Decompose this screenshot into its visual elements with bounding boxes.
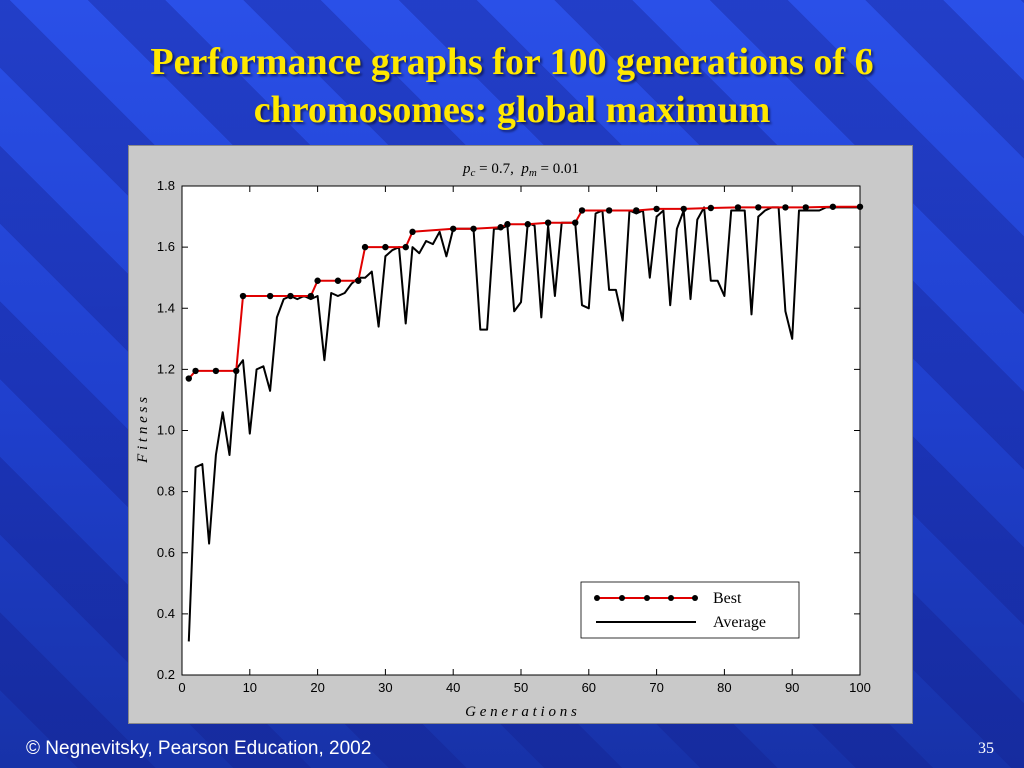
best-point bbox=[314, 277, 321, 284]
chart-subtitle: pc = 0.7, pm = 0.01 bbox=[462, 161, 579, 179]
best-point bbox=[544, 219, 552, 226]
subtitle-pm-value: = 0.01 bbox=[537, 161, 579, 177]
series-lines bbox=[187, 205, 860, 642]
x-tick-label: 70 bbox=[649, 680, 663, 695]
x-tick-label: 50 bbox=[514, 680, 528, 695]
y-tick-label: 0.6 bbox=[157, 545, 175, 560]
best-point bbox=[382, 243, 389, 251]
best-point bbox=[266, 292, 274, 300]
best-point bbox=[755, 204, 762, 211]
axis-ticks: 0 10 20 30 40 50 60 70 80 90 100 0.2 0.4 0.6 0.8 1.0 1.2… bbox=[157, 178, 871, 695]
best-point bbox=[782, 204, 789, 211]
legend-box bbox=[580, 581, 800, 639]
y-tick-label: 0.4 bbox=[157, 606, 175, 621]
legend-best-marker bbox=[619, 595, 625, 601]
subtitle-pc-label: p bbox=[462, 161, 471, 177]
y-tick-label: 0.2 bbox=[157, 667, 175, 682]
best-point bbox=[192, 367, 199, 375]
best-point bbox=[355, 277, 362, 284]
y-axis-label: F i t n e s s bbox=[135, 397, 151, 464]
subtitle-pc-sub: c bbox=[470, 167, 475, 179]
page-number: 35 bbox=[978, 740, 994, 757]
best-point bbox=[524, 221, 531, 228]
series-line-average bbox=[187, 206, 860, 642]
chart-panel: pc = 0.7, pm = 0.01 G e n e r a t i o n … bbox=[128, 145, 913, 724]
best-point bbox=[185, 375, 192, 382]
series-line-best bbox=[188, 205, 860, 380]
legend-best-label: Best bbox=[713, 590, 742, 607]
legend-average-label: Average bbox=[713, 614, 766, 631]
best-point bbox=[497, 224, 504, 231]
x-tick-label: 60 bbox=[582, 680, 596, 695]
legend-best-marker bbox=[668, 595, 674, 601]
x-tick-label: 90 bbox=[785, 680, 799, 695]
slide-title: Performance graphs for 100 generations o… bbox=[0, 38, 1024, 134]
subtitle-pm-sub: m bbox=[529, 167, 537, 179]
slide-title-line2: chromosomes: global maximum bbox=[253, 89, 771, 131]
best-point bbox=[409, 228, 416, 236]
y-tick-label: 1.4 bbox=[157, 300, 175, 315]
best-point bbox=[287, 292, 294, 300]
best-point bbox=[402, 243, 409, 251]
x-tick-label: 80 bbox=[717, 680, 731, 695]
best-point bbox=[504, 221, 511, 228]
best-point bbox=[233, 367, 240, 375]
best-point bbox=[633, 207, 640, 214]
best-point bbox=[653, 205, 660, 213]
best-point bbox=[680, 205, 687, 213]
best-point bbox=[361, 243, 369, 251]
best-point bbox=[239, 292, 247, 300]
x-axis-label: G e n e r a t i o n s bbox=[465, 704, 577, 720]
x-tick-label: 30 bbox=[378, 680, 392, 695]
y-tick-label: 1.2 bbox=[157, 361, 175, 376]
best-point bbox=[470, 225, 477, 232]
footer-copyright: © Negnevitsky, Pearson Education, 2002 bbox=[26, 738, 372, 759]
legend-best-marker bbox=[644, 595, 650, 601]
best-point bbox=[450, 225, 457, 232]
best-point bbox=[829, 203, 837, 210]
x-tick-label: 0 bbox=[178, 680, 185, 695]
y-tick-label: 1.6 bbox=[157, 239, 175, 254]
x-tick-label: 40 bbox=[446, 680, 460, 695]
y-tick-label: 1.8 bbox=[157, 178, 175, 193]
best-point bbox=[572, 219, 579, 226]
fitness-chart: pc = 0.7, pm = 0.01 G e n e r a t i o n … bbox=[135, 161, 871, 720]
best-point bbox=[307, 292, 315, 300]
subtitle-pm-label: p bbox=[520, 161, 529, 177]
subtitle-pc-value: = 0.7, bbox=[475, 161, 521, 177]
legend-best-marker bbox=[594, 595, 600, 601]
y-tick-label: 0.8 bbox=[157, 484, 175, 499]
x-tick-label: 20 bbox=[310, 680, 324, 695]
best-point bbox=[578, 207, 586, 214]
best-point bbox=[856, 203, 864, 210]
slide-title-line1: Performance graphs for 100 generations o… bbox=[150, 41, 874, 83]
y-tick-label: 1.0 bbox=[157, 423, 175, 438]
best-point bbox=[707, 204, 715, 212]
legend: Best Average bbox=[580, 581, 800, 639]
best-markers bbox=[185, 203, 864, 382]
x-tick-label: 10 bbox=[243, 680, 257, 695]
best-point bbox=[334, 277, 342, 284]
legend-best-marker bbox=[692, 595, 698, 601]
best-point bbox=[605, 207, 613, 214]
best-point bbox=[802, 204, 809, 211]
best-point bbox=[212, 367, 220, 375]
best-point bbox=[734, 204, 742, 211]
x-tick-label: 100 bbox=[849, 680, 871, 695]
